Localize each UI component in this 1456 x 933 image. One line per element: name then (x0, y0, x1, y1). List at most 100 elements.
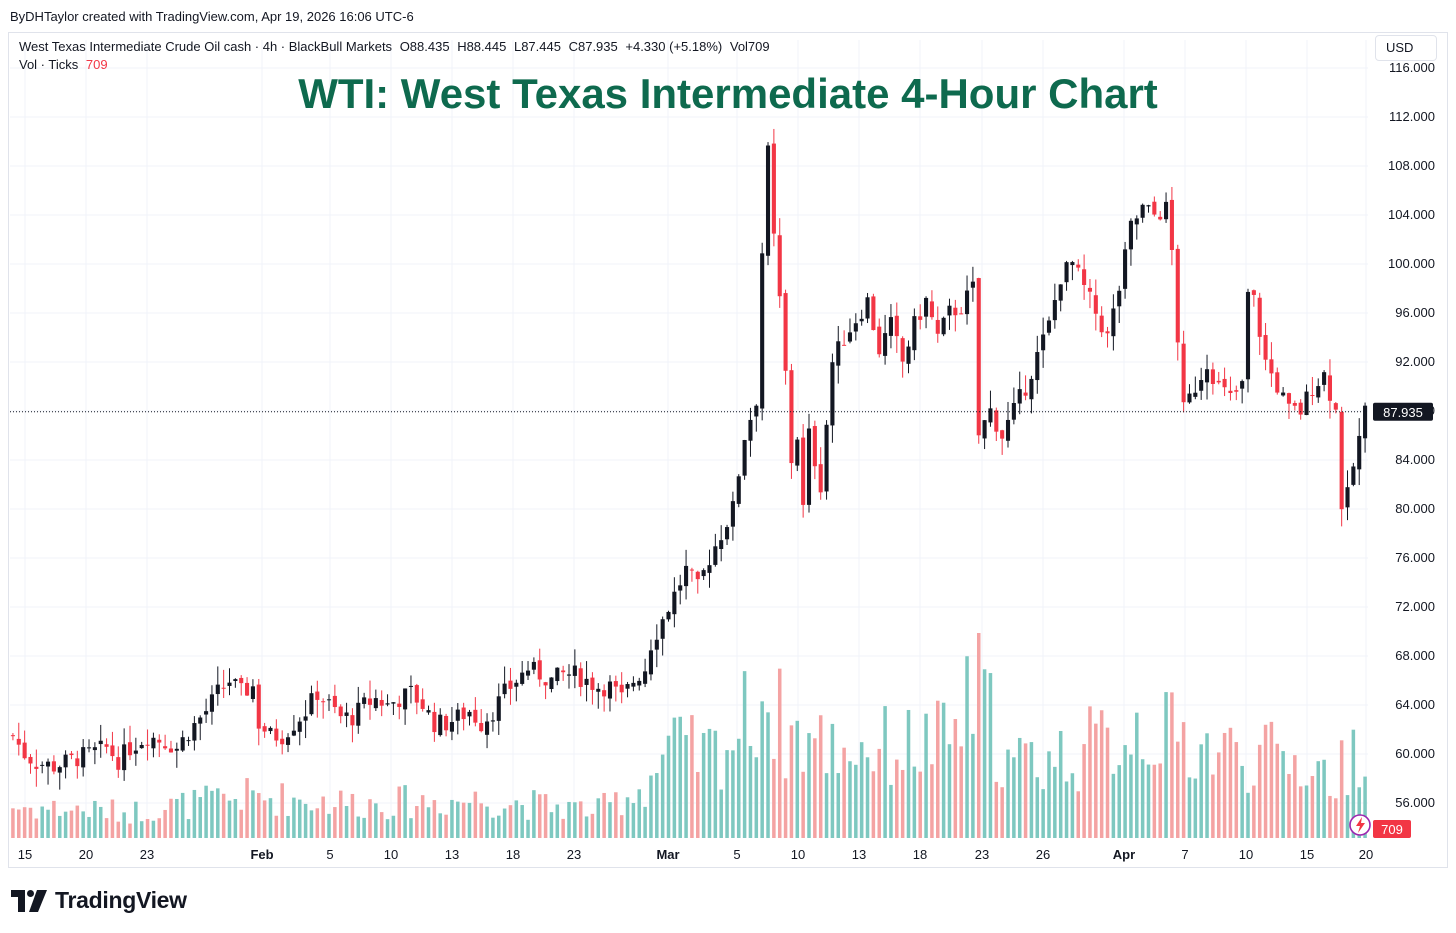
symbol-name[interactable]: West Texas Intermediate Crude Oil cash ·… (19, 39, 393, 54)
candle-body (297, 721, 302, 732)
candle-body (1257, 297, 1262, 337)
candle-body (321, 701, 326, 703)
volume-bar (327, 813, 331, 838)
candle-body (783, 293, 788, 371)
last-price-badge: 87.935 (1373, 402, 1433, 421)
candle-body (900, 338, 905, 362)
candle-body (151, 737, 156, 749)
candle-body (730, 501, 735, 527)
volume-bar (906, 709, 911, 838)
volume-bar (871, 771, 876, 838)
volume-bar (1135, 712, 1139, 838)
candle-body (221, 687, 226, 689)
volume-bar (1029, 742, 1034, 838)
price-tick-label: 96.000 (1395, 305, 1435, 320)
tradingview-logo[interactable]: TradingView (11, 887, 187, 914)
volume-bar (192, 789, 197, 838)
candle-body (824, 424, 829, 492)
volume-bar (1339, 740, 1344, 838)
volume-bar (139, 821, 144, 838)
candle-body (561, 670, 566, 673)
candle-body (643, 671, 648, 684)
candle-body (537, 660, 542, 680)
volume-bar (684, 735, 688, 838)
candle-body (1041, 334, 1046, 351)
candle-body (1181, 343, 1186, 403)
volume-bar (1269, 721, 1274, 838)
volume-bar (508, 805, 513, 838)
brand-name: TradingView (55, 887, 187, 913)
candle-body (924, 297, 929, 317)
candle-body (1076, 264, 1081, 268)
volume-bar (1246, 792, 1250, 838)
volume-indicator-label[interactable]: Vol · Ticks (19, 57, 79, 72)
volume-bar (175, 798, 179, 838)
candle-body (461, 707, 466, 720)
time-tick-label: 13 (852, 847, 866, 862)
lightning-icon[interactable] (1349, 814, 1371, 836)
candle-body (888, 317, 893, 336)
ohlc-legend: West Texas Intermediate Crude Oil cash ·… (19, 39, 770, 54)
last-price-value: 87.935 (1383, 405, 1423, 420)
volume-bar (286, 815, 290, 838)
tradingview-logo-icon (11, 889, 47, 912)
candle-body (701, 570, 706, 577)
candle-body (350, 715, 355, 726)
time-tick-label: 13 (445, 847, 459, 862)
candle-body (250, 686, 255, 699)
volume-value: Vol709 (729, 39, 770, 54)
volume-bar (1216, 752, 1221, 838)
candle-body (953, 307, 958, 316)
candle-body (168, 748, 174, 753)
candle-body (1298, 402, 1303, 415)
time-tick-label: 18 (913, 847, 927, 862)
volume-bar (1252, 785, 1256, 838)
candle-body (1363, 405, 1368, 439)
volume-bar (1199, 744, 1203, 838)
volume-bar (549, 812, 554, 838)
price-candles (10, 128, 1368, 790)
volume-bar (1328, 795, 1332, 838)
candle-body (836, 341, 841, 366)
volume-bar (397, 786, 402, 838)
candle-body (285, 737, 291, 745)
volume-bar (216, 788, 220, 838)
volume-bar (912, 766, 917, 838)
volume-bar (52, 800, 56, 838)
currency-selector[interactable]: USD (1375, 35, 1437, 61)
volume-bar (900, 769, 905, 838)
candle-body (69, 753, 74, 756)
candle-body (192, 723, 197, 741)
candle-body (713, 546, 718, 565)
volume-legend: Vol · Ticks 709 (19, 57, 108, 72)
volume-bar (1006, 749, 1010, 838)
candle-body (935, 319, 940, 334)
volume-bar (122, 812, 126, 838)
volume-bar (1334, 798, 1338, 838)
candle-body (801, 437, 806, 505)
volume-bar (69, 810, 74, 838)
volume-bar (262, 800, 267, 838)
volume-bar (104, 818, 109, 838)
volume-bar (561, 818, 565, 838)
volume-bar (789, 725, 794, 838)
volume-bar (1345, 795, 1350, 838)
candle-body (877, 326, 882, 355)
volume-bar (666, 735, 671, 838)
candle-body (145, 744, 150, 746)
volume-bar (865, 757, 870, 838)
candle-body (1169, 199, 1174, 250)
candle-body (883, 333, 888, 356)
time-tick-label: 5 (326, 847, 333, 862)
time-tick-label: 23 (975, 847, 989, 862)
candle-body (81, 747, 86, 768)
candle-body (847, 332, 853, 342)
candle-body (1251, 290, 1256, 295)
candle-body (789, 370, 794, 464)
volume-bar (614, 792, 618, 838)
volume-bar (186, 819, 191, 838)
candle-body (303, 716, 308, 721)
candle-body (502, 683, 507, 695)
volume-bar (947, 744, 952, 838)
